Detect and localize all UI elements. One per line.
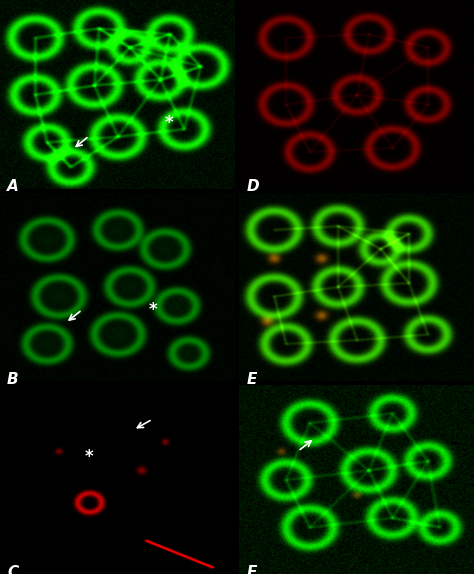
- Text: F: F: [246, 565, 257, 574]
- Text: *: *: [85, 448, 93, 466]
- Text: A: A: [7, 179, 19, 195]
- Text: *: *: [164, 114, 173, 131]
- Text: D: D: [246, 179, 259, 195]
- Text: *: *: [148, 301, 157, 319]
- Text: C: C: [7, 565, 18, 574]
- Text: E: E: [246, 372, 257, 387]
- Text: B: B: [7, 372, 18, 387]
